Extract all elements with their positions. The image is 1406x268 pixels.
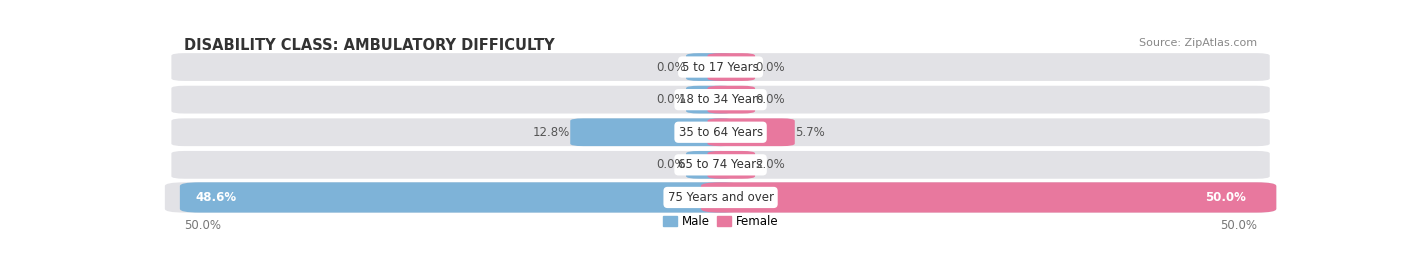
Text: DISABILITY CLASS: AMBULATORY DIFFICULTY: DISABILITY CLASS: AMBULATORY DIFFICULTY <box>184 38 555 53</box>
Text: Source: ZipAtlas.com: Source: ZipAtlas.com <box>1139 38 1257 48</box>
Text: 50.0%: 50.0% <box>184 219 222 232</box>
Text: 0.0%: 0.0% <box>657 158 686 171</box>
FancyBboxPatch shape <box>707 151 755 179</box>
Text: 0.0%: 0.0% <box>755 93 785 106</box>
FancyBboxPatch shape <box>180 182 740 213</box>
Text: 75 Years and over: 75 Years and over <box>668 191 773 204</box>
FancyBboxPatch shape <box>172 86 1270 114</box>
Text: 50.0%: 50.0% <box>1205 191 1246 204</box>
Text: 12.8%: 12.8% <box>533 126 571 139</box>
FancyBboxPatch shape <box>707 118 794 146</box>
Text: 18 to 34 Years: 18 to 34 Years <box>679 93 762 106</box>
FancyBboxPatch shape <box>165 182 1277 213</box>
Text: 5 to 17 Years: 5 to 17 Years <box>682 61 759 73</box>
Text: 5.7%: 5.7% <box>794 126 824 139</box>
Text: 0.0%: 0.0% <box>657 93 686 106</box>
FancyBboxPatch shape <box>172 151 1270 179</box>
Text: 2.0%: 2.0% <box>755 158 785 171</box>
Text: 35 to 64 Years: 35 to 64 Years <box>679 126 762 139</box>
FancyBboxPatch shape <box>707 86 755 114</box>
Text: 65 to 74 Years: 65 to 74 Years <box>679 158 762 171</box>
Text: 0.0%: 0.0% <box>657 61 686 73</box>
FancyBboxPatch shape <box>686 86 734 114</box>
Legend: Male, Female: Male, Female <box>658 210 783 233</box>
FancyBboxPatch shape <box>172 118 1270 146</box>
Text: 50.0%: 50.0% <box>1219 219 1257 232</box>
Text: 48.6%: 48.6% <box>195 191 236 204</box>
Text: 0.0%: 0.0% <box>755 61 785 73</box>
FancyBboxPatch shape <box>707 53 755 81</box>
FancyBboxPatch shape <box>172 53 1270 81</box>
FancyBboxPatch shape <box>702 182 1277 213</box>
FancyBboxPatch shape <box>571 118 734 146</box>
FancyBboxPatch shape <box>686 151 734 179</box>
FancyBboxPatch shape <box>686 53 734 81</box>
